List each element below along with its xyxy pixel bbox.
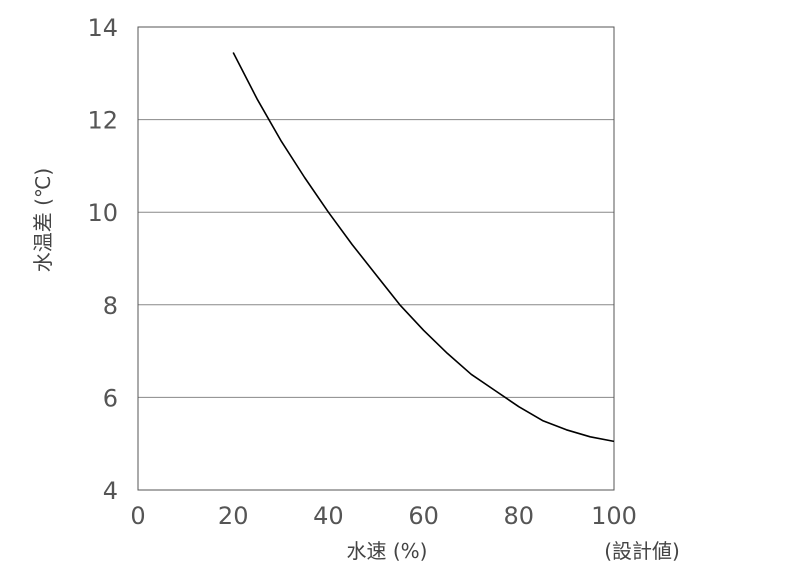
x-tick-label: 0: [130, 502, 145, 530]
series-line-0: [232, 52, 615, 443]
y-tick-label: 6: [103, 384, 118, 412]
y-tick-label: 10: [87, 199, 118, 227]
y-tick-label: 12: [87, 107, 118, 135]
x-axis-title: 水速 (%): [347, 539, 428, 563]
x-tick-label: 40: [313, 502, 344, 530]
y-tick-labels: 4 6 8 10 12 14: [87, 14, 118, 505]
plot-frame: [137, 26, 615, 491]
x-tick-label: 100: [591, 502, 637, 530]
series-layer: [232, 52, 615, 443]
x-tick-label: 20: [218, 502, 249, 530]
x-axis-annotation: (設計値): [604, 539, 680, 563]
x-tick-labels: 0 20 40 60 80 100: [130, 502, 637, 530]
y-axis-title: 水温差 (℃): [31, 168, 55, 272]
y-tick-label: 4: [103, 477, 118, 505]
x-tick-label: 80: [504, 502, 535, 530]
x-tick-label: 60: [408, 502, 439, 530]
y-tick-label: 14: [87, 14, 118, 42]
gridlines: [138, 119, 614, 398]
y-tick-label: 8: [103, 292, 118, 320]
